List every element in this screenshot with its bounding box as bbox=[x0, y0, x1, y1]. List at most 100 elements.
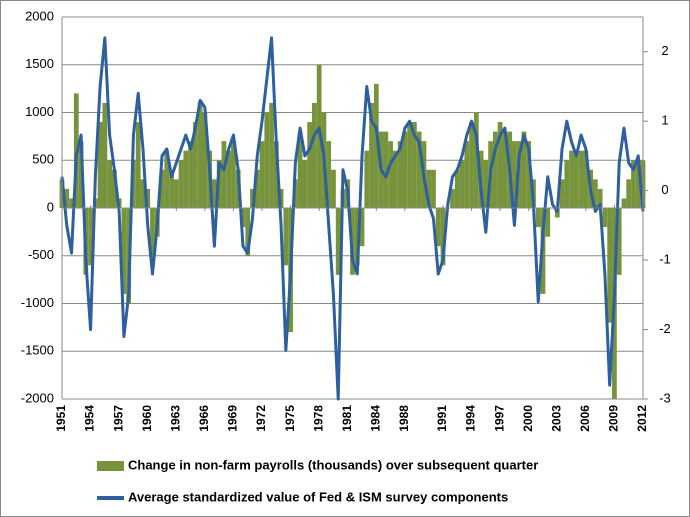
bar bbox=[283, 208, 289, 266]
bar bbox=[492, 131, 498, 208]
bar bbox=[412, 122, 417, 208]
bar bbox=[140, 179, 146, 208]
bar bbox=[240, 208, 246, 228]
bar bbox=[369, 102, 374, 208]
y-tick-label: 2000 bbox=[25, 8, 54, 23]
bar bbox=[512, 141, 517, 208]
y-tick-label: 1000 bbox=[25, 104, 54, 119]
bar bbox=[331, 169, 336, 208]
y2-tick-label: -2 bbox=[659, 321, 671, 336]
bar bbox=[564, 160, 570, 208]
y2-tick-label: 2 bbox=[661, 43, 668, 58]
bar bbox=[264, 112, 270, 208]
x-tick-label: 1966 bbox=[197, 405, 211, 432]
bar bbox=[464, 141, 470, 208]
y2-tick-label: 0 bbox=[661, 182, 668, 197]
y-tick-label: -1500 bbox=[21, 343, 54, 358]
x-tick-label: 2000 bbox=[521, 405, 535, 432]
bar bbox=[426, 169, 432, 208]
bar bbox=[435, 208, 441, 247]
x-tick-label: 2009 bbox=[607, 405, 621, 432]
x-tick-label: 1969 bbox=[226, 405, 240, 432]
x-tick-label: 1978 bbox=[311, 405, 325, 432]
bar bbox=[583, 150, 589, 208]
bar bbox=[307, 122, 313, 208]
bar bbox=[469, 122, 474, 208]
bar bbox=[245, 208, 251, 256]
bar bbox=[297, 131, 303, 208]
bar bbox=[459, 160, 465, 208]
bar bbox=[359, 208, 365, 247]
y-tick-label: -1000 bbox=[21, 295, 54, 310]
bar bbox=[631, 160, 636, 208]
bar bbox=[407, 122, 413, 208]
bar bbox=[183, 150, 189, 208]
y-tick-label: -2000 bbox=[21, 390, 54, 405]
y2-tick-label: -3 bbox=[659, 390, 671, 405]
bar bbox=[454, 169, 460, 208]
bar bbox=[250, 188, 255, 208]
bar bbox=[397, 141, 403, 208]
bar bbox=[202, 112, 208, 208]
bar bbox=[440, 208, 446, 266]
bar bbox=[254, 169, 260, 208]
bar bbox=[402, 131, 408, 208]
bar bbox=[526, 141, 532, 208]
bar bbox=[273, 141, 279, 208]
bar bbox=[173, 179, 179, 208]
x-tick-label: 1951 bbox=[54, 405, 68, 432]
bar bbox=[78, 141, 84, 208]
bar bbox=[535, 208, 541, 228]
bar bbox=[607, 208, 613, 323]
bar bbox=[483, 160, 489, 208]
bar bbox=[416, 131, 422, 208]
x-tick-label: 1981 bbox=[340, 405, 354, 432]
x-tick-label: 1972 bbox=[254, 405, 268, 432]
bar bbox=[88, 208, 93, 266]
line-series bbox=[60, 36, 645, 401]
bar bbox=[159, 169, 165, 208]
legend-label: Average standardized value of Fed & ISM … bbox=[128, 489, 508, 504]
bar bbox=[502, 131, 508, 208]
bar bbox=[164, 150, 170, 208]
bar bbox=[188, 141, 193, 208]
bar bbox=[573, 150, 579, 208]
bar bbox=[135, 122, 141, 208]
x-tick-label: 1991 bbox=[435, 405, 449, 432]
x-tick-label: 1988 bbox=[397, 405, 411, 432]
y-tick-label: 500 bbox=[32, 152, 54, 167]
bar bbox=[335, 208, 341, 275]
bar bbox=[521, 131, 527, 208]
x-tick-label: 2012 bbox=[635, 405, 649, 432]
y-tick-label: -500 bbox=[28, 247, 54, 262]
bar bbox=[312, 102, 317, 208]
bar bbox=[97, 122, 103, 208]
bar bbox=[197, 102, 203, 208]
x-tick-label: 1957 bbox=[111, 405, 125, 432]
x-tick-label: 2006 bbox=[578, 405, 592, 432]
y2-tick-label: -1 bbox=[659, 252, 671, 267]
bar bbox=[302, 160, 308, 208]
bar bbox=[221, 141, 227, 208]
bar bbox=[269, 102, 274, 208]
bar bbox=[383, 131, 389, 208]
bar bbox=[259, 141, 265, 208]
legend-swatch bbox=[97, 461, 124, 471]
bar bbox=[388, 141, 393, 208]
bar bbox=[192, 122, 198, 208]
x-tick-label: 1954 bbox=[83, 405, 97, 432]
y-tick-label: 0 bbox=[47, 199, 54, 214]
bar bbox=[107, 160, 113, 208]
bar bbox=[178, 160, 184, 208]
x-tick-label: 1963 bbox=[168, 405, 182, 432]
bar bbox=[592, 179, 598, 208]
bar bbox=[616, 208, 622, 275]
bar bbox=[545, 208, 551, 237]
bar bbox=[473, 112, 479, 208]
bar bbox=[373, 83, 379, 208]
bar bbox=[578, 150, 584, 208]
y2-tick-label: 1 bbox=[661, 113, 668, 128]
bar bbox=[497, 122, 503, 208]
bar bbox=[602, 208, 608, 228]
